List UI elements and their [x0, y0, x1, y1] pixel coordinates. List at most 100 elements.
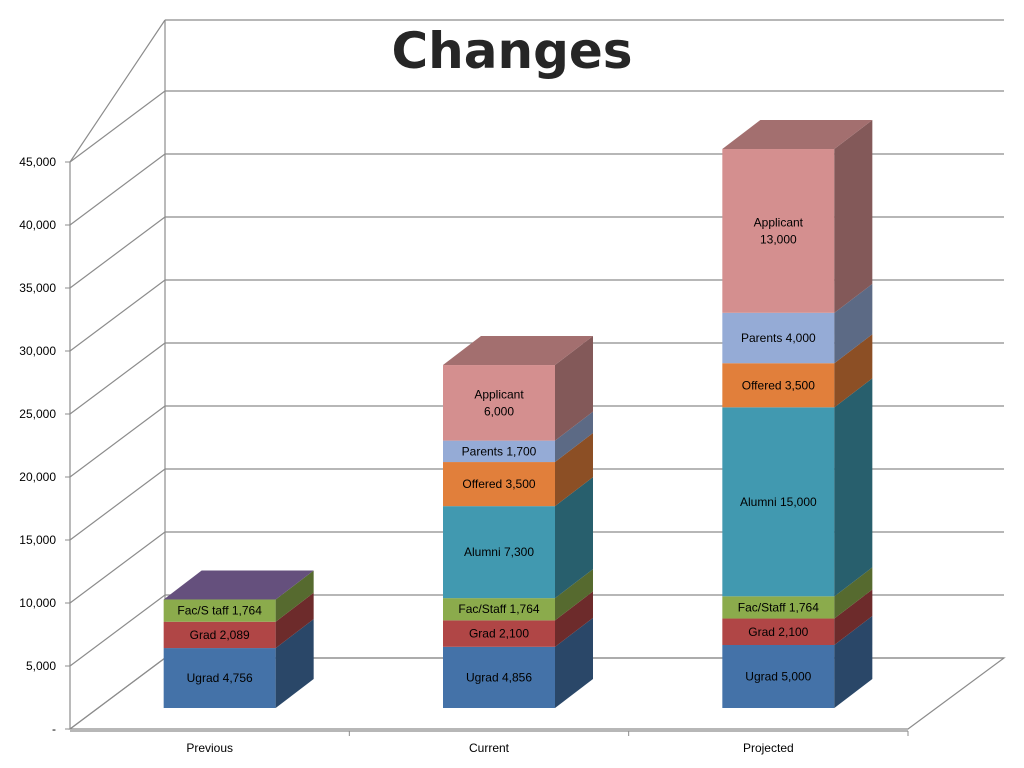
- gridline-side: [69, 342, 166, 415]
- bar-segment-grad: Grad 2,100: [443, 591, 593, 647]
- data-label: Alumni 15,000: [740, 495, 817, 509]
- bar-segment-applicant: Applicant 6,000: [443, 336, 593, 441]
- data-label: Fac/Staff 1,764: [458, 602, 539, 616]
- bar-side: [555, 617, 593, 708]
- gridline-side: [69, 153, 166, 226]
- gridline-side: [69, 594, 166, 667]
- y-tick-label: 10,000: [19, 596, 56, 610]
- bar-side: [555, 591, 593, 647]
- bar-front: [722, 312, 835, 364]
- bar-front: [722, 645, 835, 708]
- data-label: Offered 3,500: [742, 378, 815, 392]
- bar-front: [163, 621, 276, 649]
- y-tick-label: 45,000: [19, 155, 56, 169]
- y-tick-labels: - 5,000 10,000 15,000 20,000 25,000 30,000 35,0…: [19, 155, 56, 736]
- bar-front: [443, 440, 555, 463]
- data-label: Fac/S taff 1,764: [177, 604, 262, 618]
- bar-segment-applicant: Applicant 13,000: [722, 120, 873, 313]
- bar-segment-alumni: Alumni 15,000: [722, 378, 873, 597]
- bar-segment-ugrad: Ugrad 4,856: [443, 617, 593, 708]
- bar-segment-ugrad: Ugrad 5,000: [722, 616, 873, 708]
- y-tick-label: 15,000: [19, 533, 56, 547]
- stacked-bars: Ugrad 4,756 Grad 2,089 Fac/S taff 1,764 Ugr…: [163, 120, 873, 708]
- data-label: Parents 1,700: [462, 444, 537, 458]
- data-label: Grad 2,100: [748, 625, 808, 639]
- bar-segment-fac-staff: Fac/Staff 1,764: [722, 567, 873, 619]
- bar-front: [722, 363, 835, 408]
- bar-side: [834, 589, 873, 645]
- data-label: Offered 3,500: [462, 477, 535, 491]
- bar-side: [834, 283, 873, 364]
- bar-side: [555, 433, 593, 507]
- data-label: Alumni 7,300: [464, 545, 534, 559]
- bar-segment-parents: Parents 1,700: [443, 411, 593, 463]
- side-wall-top: [69, 19, 166, 163]
- x-tick-label: Previous: [186, 741, 233, 755]
- gridline-side: [69, 468, 166, 541]
- axes: [65, 161, 909, 736]
- bar-segment-offered: Offered 3,500: [722, 334, 873, 408]
- bar-front: [722, 407, 835, 597]
- bar-front: [722, 149, 835, 313]
- y-tick-label: 30,000: [19, 344, 56, 358]
- bar-front: [722, 618, 835, 645]
- bar-front: [163, 599, 276, 622]
- bar-segment-fac-staff: Fac/S taff 1,764: [163, 570, 314, 622]
- bar-side: [555, 411, 593, 463]
- gridline-side: [69, 657, 166, 730]
- bar-side: [834, 616, 873, 708]
- bar-front: [443, 598, 555, 621]
- bar-top: [163, 570, 314, 600]
- gridline-side: [69, 405, 166, 478]
- bar-segment-ugrad: Ugrad 4,756: [163, 619, 314, 708]
- gridline-side: [69, 279, 166, 352]
- x-tick-label: Projected: [743, 741, 794, 755]
- gridline-side: [69, 216, 166, 289]
- bar-segment-fac-staff: Fac/Staff 1,764: [443, 569, 593, 621]
- y-tick-label: 40,000: [19, 218, 56, 232]
- bar-side: [834, 334, 873, 408]
- y-tick-label: -: [52, 722, 56, 736]
- y-tick-label: 5,000: [26, 659, 56, 673]
- bar-front: [722, 596, 835, 619]
- y-tick-label: 20,000: [19, 470, 56, 484]
- bar-segment-grad: Grad 2,089: [163, 592, 314, 649]
- bar-top: [443, 336, 593, 366]
- bar-side: [555, 336, 593, 441]
- bar-front: [443, 365, 555, 441]
- data-label: Parents 4,000: [741, 331, 816, 345]
- y-tick-label: 25,000: [19, 407, 56, 421]
- bar-segment-grad: Grad 2,100: [722, 589, 873, 645]
- data-label: 6,000: [484, 404, 514, 418]
- bar-side: [275, 619, 314, 708]
- bar-front: [443, 506, 555, 599]
- data-label: Ugrad 4,756: [187, 671, 253, 685]
- bar-side: [275, 570, 314, 622]
- bar-side: [555, 569, 593, 621]
- chart-title: Changes: [391, 22, 633, 80]
- x-tick-labels: Previous Current Projected: [186, 741, 793, 755]
- data-label: 13,000: [760, 232, 797, 246]
- data-label: Fac/Staff 1,764: [738, 600, 819, 614]
- bar-front: [443, 620, 555, 647]
- bar-front: [443, 646, 555, 708]
- bar-top: [722, 120, 873, 150]
- bar-front: [443, 462, 555, 507]
- gridline-side: [69, 531, 166, 604]
- data-label: Applicant: [474, 387, 524, 401]
- bar-front: [163, 648, 276, 708]
- bar-side: [275, 592, 314, 649]
- bar-side: [834, 120, 873, 313]
- bar-segment-alumni: Alumni 7,300: [443, 477, 593, 599]
- bar-side: [555, 477, 593, 599]
- data-label: Applicant: [754, 215, 804, 229]
- data-label: Grad 2,100: [469, 627, 529, 641]
- bar-segment-offered: Offered 3,500: [443, 433, 593, 507]
- data-label: Grad 2,089: [190, 628, 250, 642]
- bar-side: [834, 378, 873, 597]
- bar-side: [834, 567, 873, 619]
- data-label: Ugrad 4,856: [466, 670, 532, 684]
- gridline-side: [69, 90, 166, 163]
- x-tick-label: Current: [469, 741, 510, 755]
